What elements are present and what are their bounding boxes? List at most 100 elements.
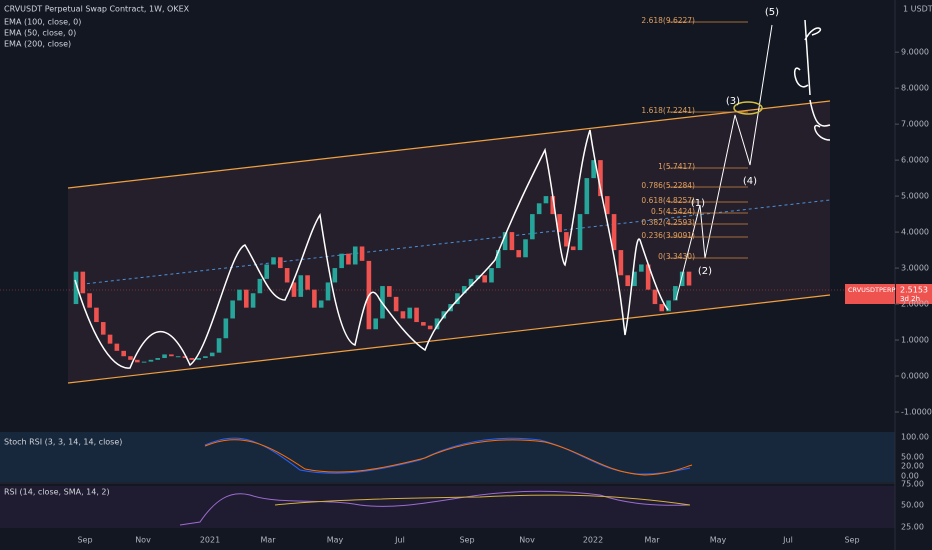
x-tick-label: Mar — [260, 536, 276, 545]
candle — [502, 232, 508, 251]
candle — [128, 356, 133, 360]
last-price: 2.5153 — [900, 286, 928, 295]
x-tick-label: Sep — [459, 536, 474, 545]
candle — [230, 300, 235, 319]
candle — [666, 300, 671, 312]
candle — [618, 250, 624, 276]
candle — [203, 356, 208, 359]
x-tick-label: 2022 — [583, 536, 603, 545]
candle — [80, 271, 86, 294]
candle — [332, 268, 338, 283]
candle — [325, 282, 331, 301]
fibs: 2.618(9.6227) 1.618(7.2241) 1(5.7417) 0.786… — [641, 16, 748, 261]
x-tick-label: Nov — [519, 536, 535, 545]
candle — [312, 289, 317, 308]
fib-label: 0.382(4.2593) — [641, 218, 695, 227]
fib-label: 0.786(5.2284) — [641, 181, 695, 190]
x-tick-label: 2021 — [200, 536, 220, 545]
candle — [305, 275, 310, 290]
x-tick-label: Jul — [394, 536, 405, 545]
candle — [94, 307, 99, 323]
hand-drawing — [74, 129, 669, 369]
candle — [250, 293, 256, 308]
rsi-sma — [274, 494, 691, 506]
candle — [407, 307, 413, 319]
candle — [475, 275, 481, 279]
candle — [400, 311, 406, 319]
candle — [148, 359, 154, 362]
candle — [652, 289, 658, 305]
stoch-d — [204, 439, 693, 476]
fib-label: 0(3.3430) — [658, 252, 695, 261]
candle — [625, 275, 630, 287]
candle — [659, 304, 665, 312]
candle — [550, 196, 556, 215]
y-tick-label: 4.0000 — [901, 228, 929, 237]
candle — [291, 282, 297, 297]
candle — [257, 278, 263, 294]
channel-mid — [74, 199, 831, 286]
wave-label: (5) — [765, 7, 779, 18]
candle — [243, 289, 249, 308]
unit-label: 1 USDT — [903, 5, 932, 14]
y-tick-label: 2.0000 — [901, 300, 929, 309]
fib-label: 2.618(9.6227) — [641, 16, 695, 25]
x-tick-label: May — [710, 536, 727, 545]
candle — [639, 264, 644, 272]
stoch-tick: 100.00 — [901, 433, 929, 442]
x-tick-label: Sep — [844, 536, 859, 545]
candle — [264, 264, 270, 279]
candle — [482, 275, 487, 283]
candle — [298, 275, 304, 297]
y-tick-label: 5.0000 — [901, 192, 929, 201]
candle — [121, 350, 126, 357]
candle — [461, 286, 467, 294]
candle — [577, 214, 583, 251]
candle — [530, 214, 535, 240]
indicator-label: EMA (50, close, 0) — [4, 29, 76, 38]
candle — [598, 160, 603, 197]
candle — [427, 325, 433, 330]
candle — [645, 264, 651, 290]
panel-title: Stoch RSI (3, 3, 14, 14, close) — [4, 438, 122, 447]
y-tick-label: 7.0000 — [901, 120, 929, 129]
candle — [489, 268, 494, 283]
candle — [604, 196, 610, 215]
candle — [632, 271, 637, 287]
channel-fill — [68, 101, 830, 383]
stoch-bg — [0, 432, 895, 482]
candle — [196, 358, 201, 360]
price-tag — [845, 284, 895, 304]
candle — [216, 338, 222, 353]
candle — [536, 203, 542, 215]
candle — [87, 293, 92, 308]
stoch-tick: 20.00 — [901, 462, 924, 471]
candle — [421, 322, 426, 326]
rsi-tick: 75.00 — [901, 480, 924, 489]
candle — [182, 356, 188, 359]
stoch-k — [204, 437, 691, 475]
fib-label: 0.618(4.8257) — [641, 196, 695, 205]
price-box — [896, 284, 932, 304]
y-tick-label: 9.0000 — [901, 48, 929, 57]
x-tick-label: May — [327, 536, 344, 545]
candle — [237, 289, 242, 301]
indicator-label: EMA (100, close, 0) — [4, 18, 81, 27]
candle — [673, 286, 678, 301]
channel-top — [67, 100, 831, 189]
highlight-ellipse — [733, 101, 763, 115]
candle — [162, 354, 167, 359]
candle — [271, 257, 276, 265]
candle — [135, 359, 140, 363]
candle — [523, 239, 528, 258]
candle — [114, 343, 120, 351]
candle — [557, 214, 562, 233]
candle — [284, 268, 290, 283]
candle — [468, 278, 474, 287]
fib-label: 0.5(4.5424) — [651, 207, 695, 216]
candle — [495, 250, 501, 269]
candle — [318, 300, 324, 308]
candle — [584, 178, 590, 215]
x-tick-label: Jul — [782, 536, 793, 545]
